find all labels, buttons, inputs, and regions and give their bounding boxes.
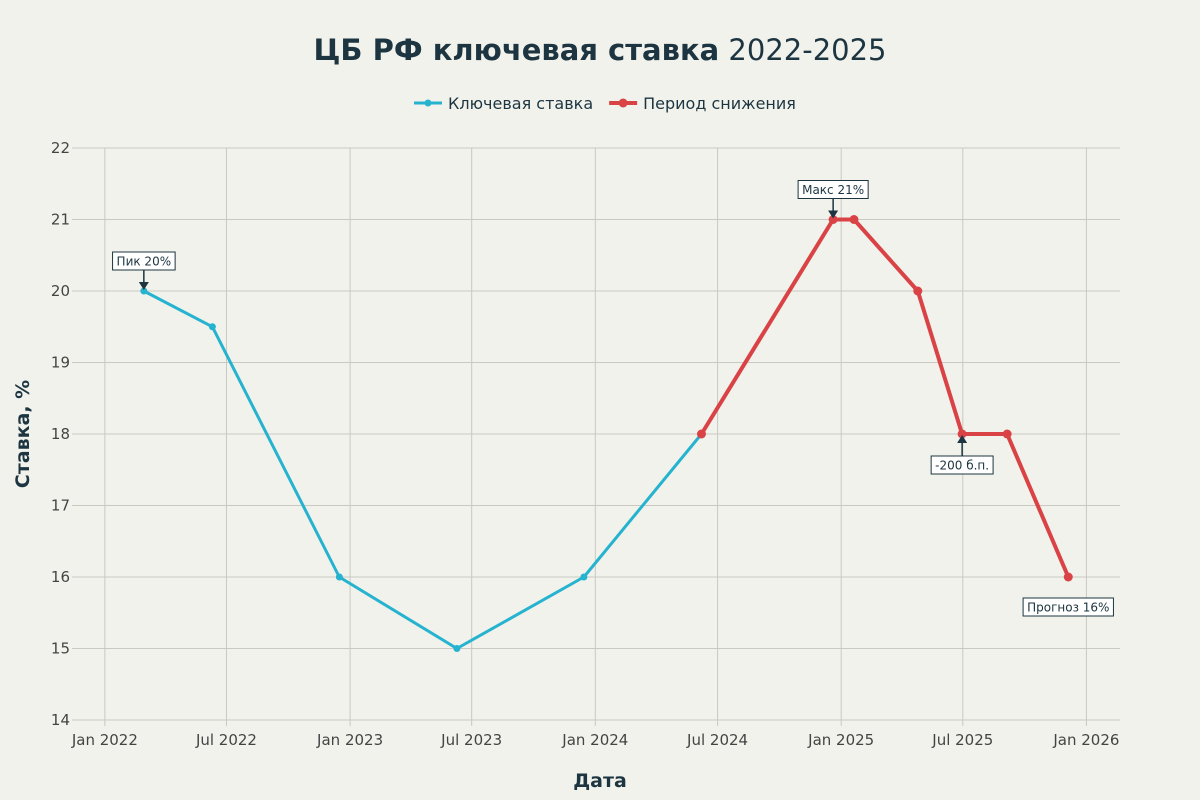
annotation-text: Макс 21% xyxy=(802,183,864,197)
legend-item-1: Ключевая ставка xyxy=(414,94,593,113)
annotation-1: Пик 20% xyxy=(112,251,176,271)
data-point xyxy=(453,645,461,652)
annotation-3: -200 б.п. xyxy=(930,455,994,475)
annotation-text: -200 б.п. xyxy=(935,459,989,473)
grid xyxy=(78,147,1120,721)
x-tick-label: Jan 2024 xyxy=(561,731,628,749)
y-tick-label: 15 xyxy=(51,640,70,658)
annotation-arrow-head xyxy=(957,435,968,443)
chart-title-years: 2022-2025 xyxy=(728,33,886,67)
data-point xyxy=(140,287,148,295)
annotation-box xyxy=(930,455,994,475)
x-axis-label: Дата xyxy=(573,770,627,792)
x-tick-label: Jul 2024 xyxy=(686,731,748,749)
y-tick-label: 16 xyxy=(51,568,70,586)
x-tick-label: Jan 2023 xyxy=(316,731,383,749)
chart-title: ЦБ РФ ключевая ставка 2022-2025 xyxy=(313,33,886,67)
y-tick-label: 21 xyxy=(51,211,70,229)
y-tick-label: 20 xyxy=(51,282,70,300)
data-point xyxy=(580,573,588,581)
data-point xyxy=(957,429,967,439)
annotation-box xyxy=(1022,597,1114,617)
y-tick-label: 22 xyxy=(51,139,70,157)
x-tick-label: Jan 2025 xyxy=(807,731,874,749)
annotations: Пик 20% Макс 21% -200 б.п. Прогноз 16% xyxy=(112,180,1114,617)
series-line-1 xyxy=(142,289,703,650)
annotation-arrow-head xyxy=(828,210,839,219)
x-tick-label: Jan 2022 xyxy=(71,731,138,749)
y-axis: 14 15 16 17 18 19 20 21 22 xyxy=(51,139,78,729)
x-tick-label: Jul 2025 xyxy=(931,731,993,749)
data-point xyxy=(335,573,343,581)
data-point xyxy=(208,323,216,331)
x-axis: Jan 2022 Jul 2022 Jan 2023 Jul 2023 Jan 2024… xyxy=(71,720,1119,749)
legend-label: Ключевая ставка xyxy=(448,94,593,113)
x-tick-label: Jan 2026 xyxy=(1052,731,1119,749)
annotation-2: Макс 21% xyxy=(797,180,869,199)
y-tick-label: 17 xyxy=(51,497,70,515)
x-tick-label: Jul 2023 xyxy=(440,731,502,749)
series-line-2 xyxy=(699,217,1071,579)
legend: Ключевая ставка Период снижения xyxy=(414,94,796,113)
data-point xyxy=(1002,429,1012,439)
annotation-text: Прогноз 16% xyxy=(1027,601,1109,615)
chart-title-main: ЦБ РФ ключевая ставка xyxy=(313,33,719,67)
annotation-box xyxy=(797,180,869,199)
data-point xyxy=(1063,572,1073,582)
legend-item-2: Период снижения xyxy=(609,94,796,113)
annotation-box xyxy=(112,251,176,271)
legend-swatch-marker xyxy=(618,98,628,108)
data-point xyxy=(913,286,923,296)
legend-swatch-marker xyxy=(424,99,432,107)
y-tick-label: 19 xyxy=(51,354,70,372)
legend-label: Период снижения xyxy=(643,94,796,113)
annotation-arrow-head xyxy=(138,282,149,290)
y-axis-label: Ставка, % xyxy=(12,380,34,488)
data-point xyxy=(696,429,706,439)
series-points xyxy=(140,215,1073,652)
x-tick-label: Jul 2022 xyxy=(195,731,257,749)
data-point xyxy=(849,215,859,224)
annotation-text: Пик 20% xyxy=(117,255,172,269)
data-point xyxy=(828,215,838,224)
annotation-4: Прогноз 16% xyxy=(1022,597,1114,617)
y-tick-label: 14 xyxy=(51,711,70,729)
y-tick-label: 18 xyxy=(51,425,70,443)
